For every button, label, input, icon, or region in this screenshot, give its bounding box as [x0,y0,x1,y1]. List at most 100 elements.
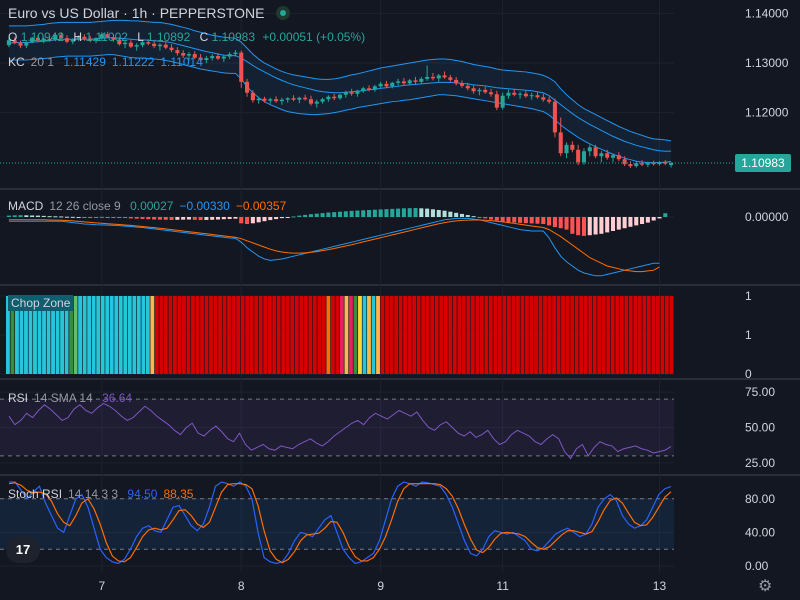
macd-histogram-bar [430,209,435,217]
chop-zone-column [416,296,421,374]
candle-body [523,93,528,97]
chop-zone-column [628,296,633,374]
candle-body [35,37,40,41]
gear-icon[interactable]: ⚙ [758,578,773,595]
macd-legend[interactable]: MACD 12 26 close 9 0.00027 −0.00330 −0.0035… [8,199,292,213]
macd-histogram-bar [471,216,476,218]
candle-body [343,92,348,95]
macd-histogram-bar [35,215,40,217]
candle-body [425,76,430,79]
chop-zone-column [376,296,380,374]
macd-histogram-bar [465,215,470,217]
stoch-rsi-pane[interactable] [0,481,674,565]
candle-body [163,44,168,48]
candle-body [442,75,447,78]
candle-body [552,101,557,133]
macd-histogram-bar [285,217,290,218]
candle-body [471,88,476,92]
macd-histogram-bar [401,208,406,217]
chop-zone-column [91,296,96,374]
market-status-icon[interactable] [276,6,291,20]
price-axis-label: 1.12000 [745,106,789,120]
candle-body [610,155,616,158]
candle-body [535,95,540,98]
candle-body [128,42,133,47]
stoch-axis-label: 80.00 [745,492,775,506]
candle-body [41,38,46,41]
chop-zone-column [574,296,579,374]
macd-pane[interactable] [6,208,668,277]
chop-zone-column [507,296,511,374]
macd-histogram-bar [518,217,523,223]
candle-body [227,54,232,57]
chop-zone-column [303,296,308,374]
chop-zone-column [583,296,588,374]
chop-zone-column [655,296,660,374]
chop-zone-column [434,296,439,374]
candle-body [396,81,401,83]
rsi-pane[interactable] [0,398,674,460]
candle-body [134,45,139,47]
chop-zone-column [10,296,15,374]
candle-body [245,81,250,93]
kc-middle-value: 1.11222 [111,55,155,69]
stoch-rsi-legend[interactable]: Stoch RSI 14 14 3 3 94.50 88.35 [8,487,199,501]
candle-body [512,92,517,95]
macd-histogram-bar [541,217,546,224]
price-axis-background [675,0,800,600]
chop-zone-column [430,296,435,374]
rsi-value: 36.64 [102,391,133,405]
chop-zone-column [367,296,371,374]
chop-zone-column [516,296,520,374]
candle-body [152,43,157,47]
candle-body [192,54,197,58]
stoch-k-line [9,481,672,565]
chop-zone-column [78,296,83,374]
chop-zone-legend[interactable]: Chop Zone [8,295,79,311]
chop-zone-column [240,296,245,374]
macd-histogram-bar [535,217,540,224]
macd-histogram-bar [18,215,23,217]
macd-histogram-bar [616,217,621,230]
chop-zone-column [186,296,191,374]
macd-histogram-bar [186,217,192,220]
symbol-title[interactable]: Euro vs US Dollar · 1h · PEPPERSTONE [8,5,265,21]
candle-body [198,57,203,61]
chop-zone-column [398,296,403,374]
chop-zone-column [421,296,426,374]
chop-zone-column [15,296,19,374]
macd-histogram-bar [215,217,221,220]
rsi-axis-label: 75.00 [745,385,775,399]
time-axis-label: 8 [238,579,245,593]
macd-histogram-bar [425,208,430,217]
tradingview-logo-mark: 17 [15,542,31,557]
chop-zone-column [127,296,132,374]
chop-zone-pane[interactable] [6,296,674,374]
chop-zone-column [570,296,575,374]
tradingview-logo[interactable]: 17 [6,537,40,563]
chop-zone-column [412,296,417,374]
chop-zone-column [389,296,394,374]
candle-body [390,82,395,87]
time-axis-label: 7 [98,579,105,593]
close-value: 1.10983 [211,30,255,44]
chop-zone-column [159,296,164,374]
rsi-legend[interactable]: RSI 14 SMA 14 36.64 [8,391,138,405]
chop-zone-column [448,296,453,374]
kc-legend[interactable]: KC 20 1 1.11429 1.11222 1.11014 [8,55,209,69]
candle-body [529,95,534,97]
candle-body [314,101,319,104]
price-pane[interactable] [0,19,734,169]
macd-histogram-bar [303,214,308,217]
candle-body [291,98,296,100]
chop-axis-label: 0 [745,367,752,381]
macd-histogram-bar [140,217,145,219]
macd-histogram-bar [343,211,348,217]
chop-zone-column [100,296,105,374]
chop-zone-column [42,296,46,374]
macd-histogram-bar [308,214,313,217]
chop-zone-column [637,296,642,374]
macd-histogram-bar [523,217,528,224]
chop-zone-column [425,296,430,374]
